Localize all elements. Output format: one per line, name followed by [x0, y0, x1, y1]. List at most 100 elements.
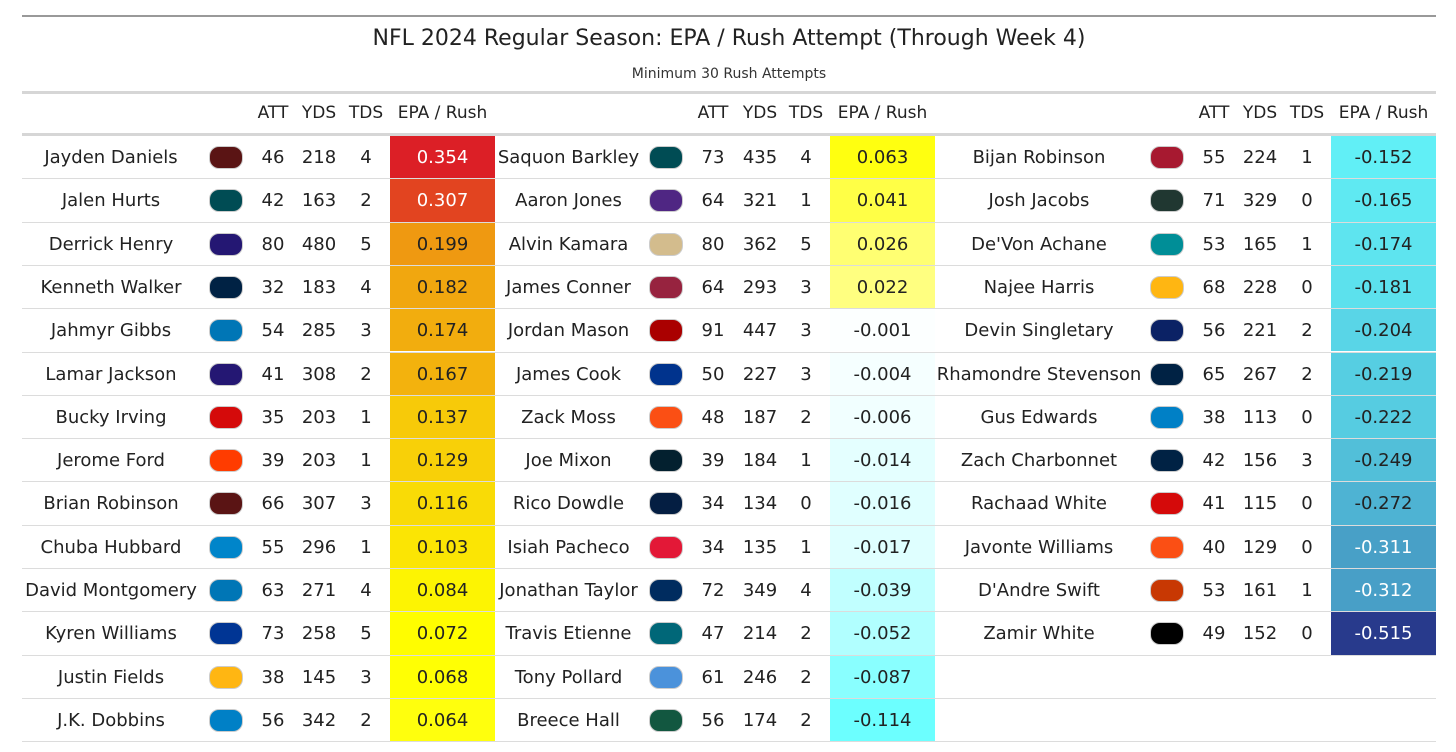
team-logo-ind-icon	[649, 579, 683, 602]
epa-cell	[390, 136, 495, 179]
yds-value: 152	[1242, 623, 1278, 645]
epa-value: -0.017	[853, 536, 912, 558]
epa-cell	[1331, 569, 1436, 612]
player-name: Breece Hall	[517, 709, 620, 731]
epa-cell	[830, 222, 935, 265]
att-value: 46	[261, 147, 285, 168]
att-value: 55	[261, 536, 285, 558]
row-divider	[495, 654, 935, 656]
row-divider	[22, 611, 495, 613]
team-logo-ten-icon	[649, 665, 683, 689]
yds-value: 293	[742, 276, 778, 298]
tds-value: 2	[800, 709, 812, 731]
epa-cell	[830, 439, 935, 482]
epa-value: -0.001	[853, 320, 912, 342]
yds-value: 258	[301, 623, 337, 645]
team-logo-det-icon	[209, 579, 243, 602]
player-name: De'Von Achane	[971, 233, 1107, 255]
player-name: Javonte Williams	[964, 536, 1114, 558]
row-divider	[22, 221, 495, 223]
row-divider	[495, 308, 935, 310]
tds-value: 2	[1301, 363, 1313, 385]
row-divider	[935, 524, 1436, 526]
row-divider	[22, 308, 495, 310]
team-logo-kc-icon	[649, 535, 683, 559]
player-name: Derrick Henry	[48, 233, 174, 255]
tds-value: 1	[800, 450, 812, 472]
player-name: Tony Pollard	[514, 666, 623, 688]
column-header-yds: YDS	[1242, 103, 1278, 123]
player-name: Najee Harris	[983, 276, 1095, 298]
row-divider	[935, 654, 1436, 656]
player-name: Lamar Jackson	[45, 363, 177, 385]
row-divider	[22, 697, 495, 699]
tds-value: 3	[360, 493, 372, 515]
team-logo-lv-icon	[1150, 622, 1184, 646]
team-logo-nyj-icon	[649, 708, 683, 732]
epa-value: 0.084	[416, 580, 469, 601]
att-value: 71	[1202, 190, 1226, 212]
epa-cell	[1331, 395, 1436, 439]
tds-value: 4	[360, 580, 372, 601]
row-divider	[495, 524, 935, 526]
team-logo-phi-icon	[209, 189, 243, 213]
column-header-att: ATT	[1198, 103, 1230, 123]
tds-value: 3	[1301, 450, 1313, 472]
epa-value: 0.022	[856, 276, 909, 298]
yds-value: 203	[301, 406, 337, 428]
att-value: 53	[1202, 580, 1226, 601]
row-divider	[22, 524, 495, 526]
column-header-epa: EPA / Rush	[1338, 103, 1429, 123]
player-name: James Conner	[506, 276, 631, 298]
epa-cell	[1331, 136, 1436, 179]
tds-value: 0	[800, 493, 812, 515]
yds-value: 271	[301, 580, 337, 601]
yds-value: 435	[742, 147, 778, 168]
epa-cell	[830, 482, 935, 525]
tds-value: 2	[360, 190, 372, 212]
epa-cell	[830, 395, 935, 439]
player-name: Isiah Pacheco	[507, 536, 630, 558]
row-divider	[935, 611, 1436, 613]
yds-value: 480	[301, 233, 337, 255]
tds-value: 1	[800, 190, 812, 212]
player-name: Rhamondre Stevenson	[936, 363, 1142, 385]
row-divider	[935, 568, 1436, 569]
row-divider	[935, 308, 1436, 310]
player-name: D'Andre Swift	[978, 580, 1100, 601]
tds-value: 4	[800, 147, 812, 168]
top-rule	[22, 15, 1436, 17]
epa-value: -0.204	[1354, 320, 1413, 342]
player-name: Kyren Williams	[45, 623, 177, 645]
yds-value: 184	[742, 450, 778, 472]
att-value: 73	[701, 147, 725, 168]
tds-value: 2	[360, 709, 372, 731]
team-logo-ari-icon	[649, 275, 683, 299]
epa-cell	[1331, 439, 1436, 482]
epa-cell	[390, 352, 495, 395]
row-divider	[495, 351, 935, 353]
tds-value: 1	[1301, 233, 1313, 255]
att-value: 72	[701, 580, 725, 601]
player-name: Chuba Hubbard	[40, 536, 182, 558]
row-divider	[935, 351, 1436, 353]
row-divider	[22, 568, 495, 569]
att-value: 35	[261, 406, 285, 428]
row-divider	[495, 221, 935, 223]
epa-value: -0.249	[1354, 450, 1413, 472]
yds-value: 174	[742, 709, 778, 731]
row-divider	[495, 481, 935, 483]
epa-cell	[830, 265, 935, 309]
row-divider	[495, 741, 935, 743]
team-logo-den-icon	[1150, 535, 1184, 559]
yds-value: 267	[1242, 363, 1278, 385]
epa-cell	[1331, 309, 1436, 352]
player-name: Kenneth Walker	[40, 276, 182, 298]
yds-value: 228	[1242, 276, 1278, 298]
team-logo-gb-icon	[1150, 189, 1184, 213]
tds-value: 4	[800, 580, 812, 601]
tds-value: 0	[1301, 276, 1313, 298]
epa-value: -0.014	[853, 450, 912, 472]
player-name: Bijan Robinson	[972, 147, 1106, 168]
row-divider	[22, 741, 495, 743]
